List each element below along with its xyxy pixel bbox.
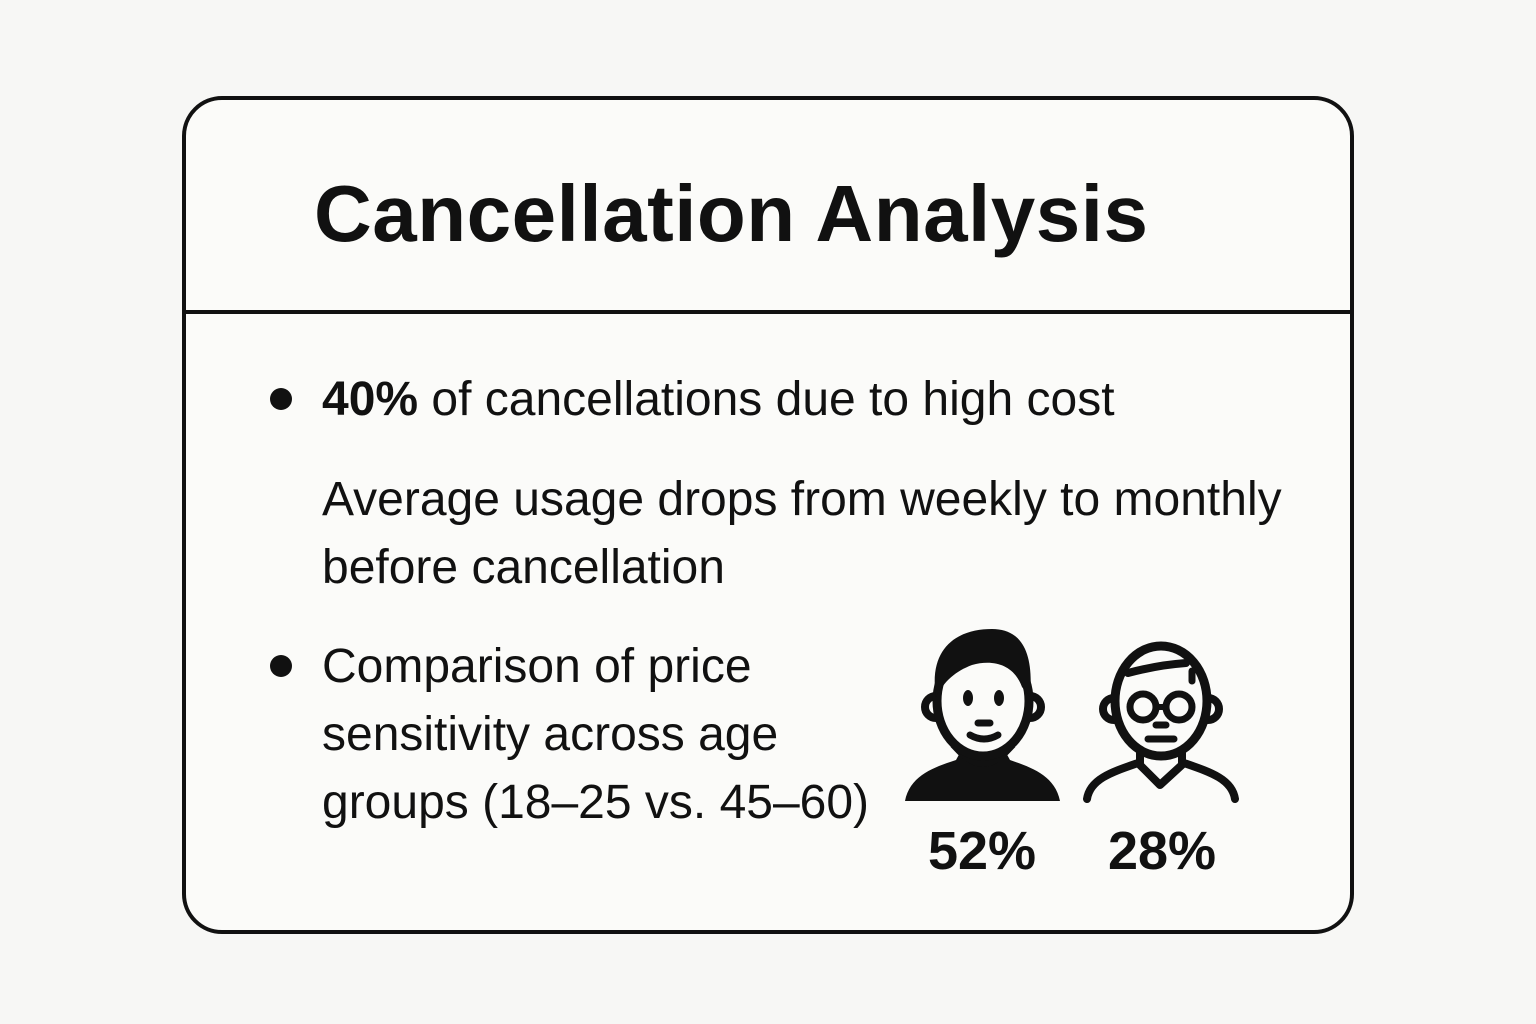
older-person-with-glasses-icon: [1083, 641, 1239, 803]
cancellation-analysis-card: Cancellation Analysis 40% of cancellatio…: [182, 96, 1354, 934]
point-usage-drop: Average usage drops from weekly to month…: [322, 473, 1282, 594]
young-person-icon: [905, 629, 1060, 801]
card-title: Cancellation Analysis: [314, 169, 1149, 258]
point-age-comparison: Comparison of price sensitivity across a…: [322, 640, 870, 829]
title-divider: [186, 310, 1350, 314]
age-18-25-percentage: 52%: [927, 821, 1037, 881]
point-high-cost-value: 40%: [322, 373, 419, 426]
age-45-60-percentage: 28%: [1107, 821, 1217, 881]
bullet-icon: [270, 388, 292, 410]
point-high-cost-text: of cancellations due to high cost: [418, 373, 1115, 426]
bullet-icon: [270, 655, 292, 677]
point-high-cost: 40% of cancellations due to high cost: [322, 366, 1115, 434]
